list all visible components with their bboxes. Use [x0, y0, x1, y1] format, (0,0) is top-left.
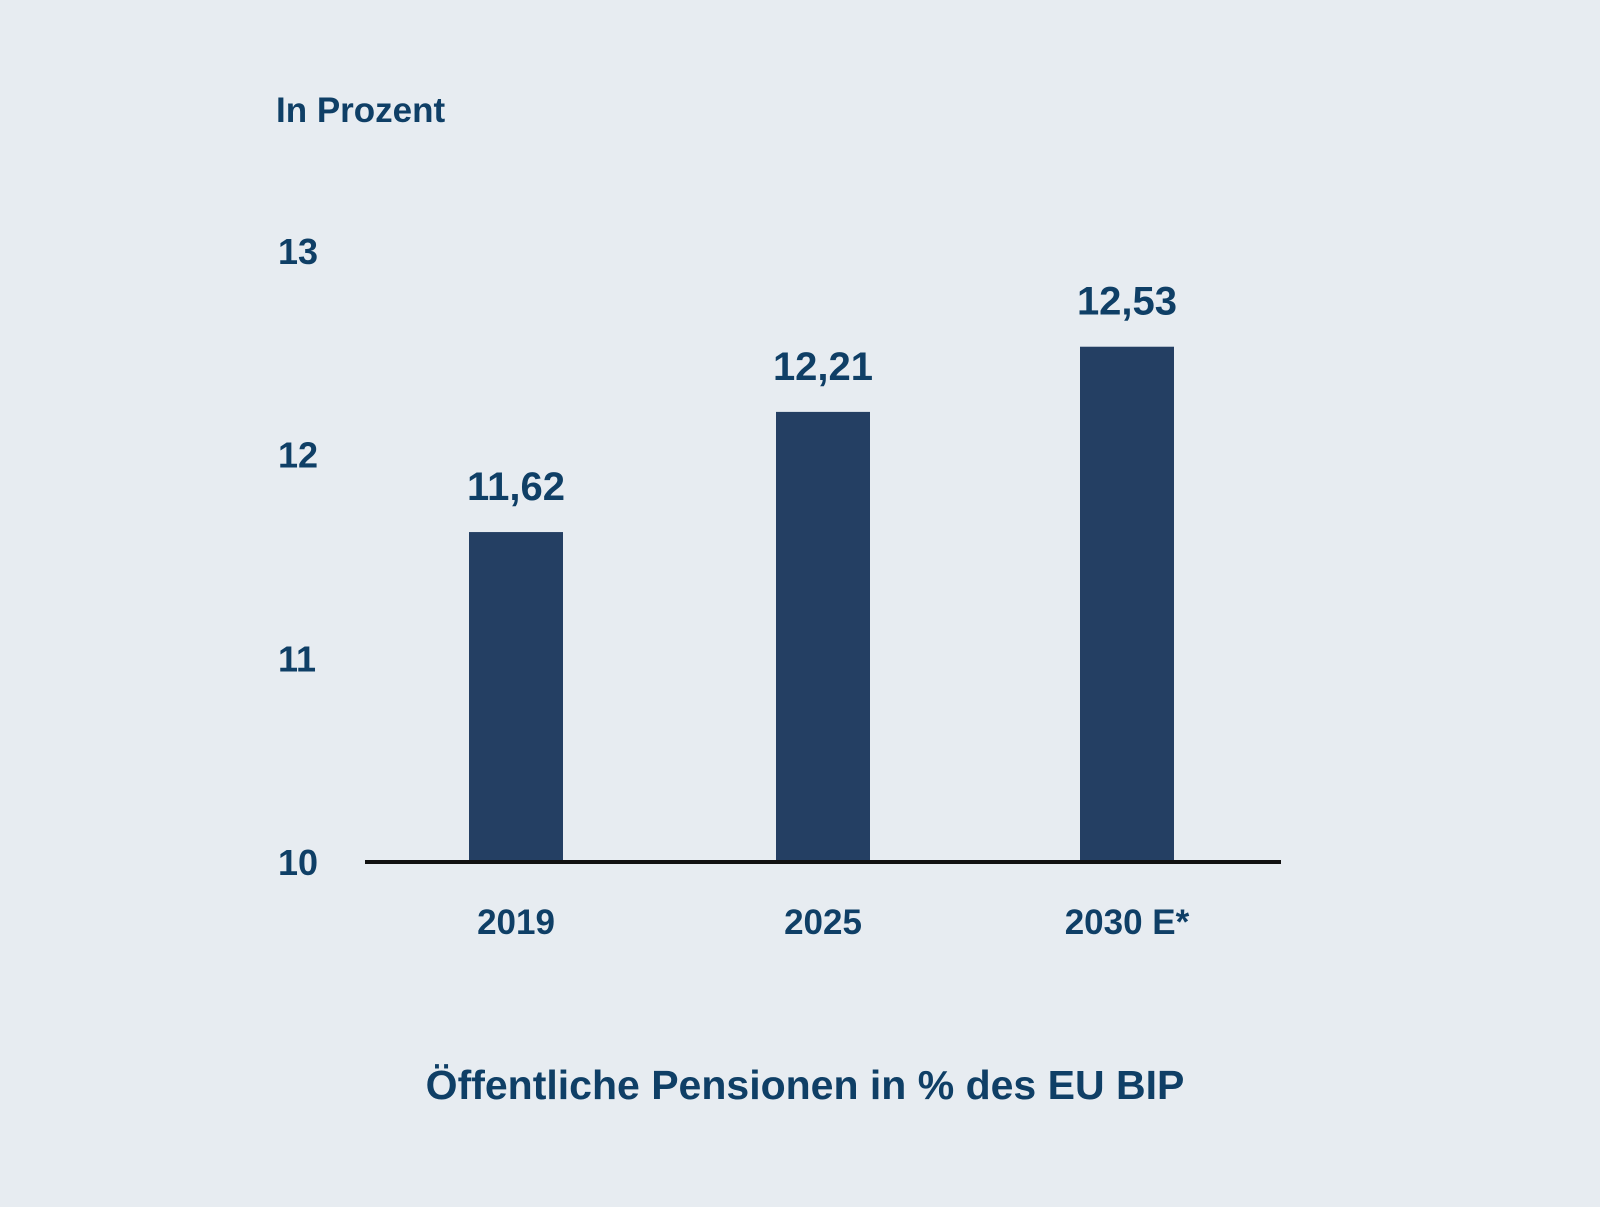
x-tick-label: 2025: [784, 903, 862, 942]
bars: 11,62 2019 12,21 2025 12,53 2030 E*: [467, 280, 1190, 942]
y-tick-label: 12: [278, 435, 318, 476]
bar-2030 E*: [1080, 346, 1174, 862]
chart-title: Öffentliche Pensionen in % des EU BIP: [426, 1062, 1185, 1108]
bar-2019: [469, 532, 563, 862]
x-tick-label: 2019: [477, 903, 555, 942]
y-axis-ticks: 10 11 12 13: [278, 231, 318, 883]
bar-2025: [776, 411, 870, 862]
value-label: 12,21: [773, 345, 873, 389]
value-label: 12,53: [1077, 280, 1177, 324]
value-label: 11,62: [467, 465, 565, 509]
x-tick-label: 2030 E*: [1065, 903, 1190, 942]
y-axis-label: In Prozent: [276, 91, 446, 130]
y-tick-label: 11: [278, 638, 316, 679]
y-tick-label: 10: [278, 842, 318, 883]
y-tick-label: 13: [278, 231, 318, 272]
